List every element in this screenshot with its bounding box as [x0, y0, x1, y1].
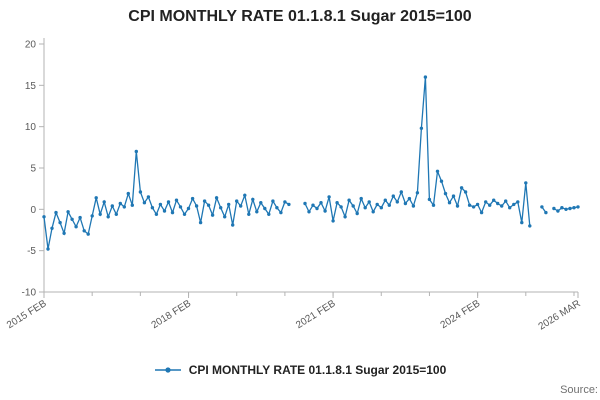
legend-line-marker-icon — [154, 364, 182, 376]
svg-text:5: 5 — [30, 164, 36, 175]
svg-text:2018 FEB: 2018 FEB — [150, 298, 194, 331]
svg-text:2026 MAR: 2026 MAR — [537, 298, 583, 332]
svg-text:2015 FEB: 2015 FEB — [5, 298, 49, 331]
svg-text:2021 FEB: 2021 FEB — [294, 298, 338, 331]
svg-text:-5: -5 — [27, 246, 36, 257]
svg-text:0: 0 — [30, 205, 36, 216]
svg-text:20: 20 — [25, 40, 37, 51]
chart-title: CPI MONTHLY RATE 01.1.8.1 Sugar 2015=100 — [128, 8, 472, 25]
svg-text:10: 10 — [25, 122, 37, 133]
legend-label: CPI MONTHLY RATE 01.1.8.1 Sugar 2015=100 — [188, 363, 447, 377]
svg-text:2024 FEB: 2024 FEB — [439, 298, 483, 331]
data-series — [42, 75, 580, 251]
svg-text:-10: -10 — [22, 288, 37, 299]
legend: CPI MONTHLY RATE 01.1.8.1 Sugar 2015=100 — [0, 363, 600, 377]
source-label: Source: — [560, 384, 598, 396]
y-axis: -10 -5 0 5 10 15 20 — [22, 38, 45, 299]
svg-text:15: 15 — [25, 81, 37, 92]
x-axis: 2015 FEB 2018 FEB 2021 FEB 2024 FEB 2026 MAR — [5, 291, 583, 333]
